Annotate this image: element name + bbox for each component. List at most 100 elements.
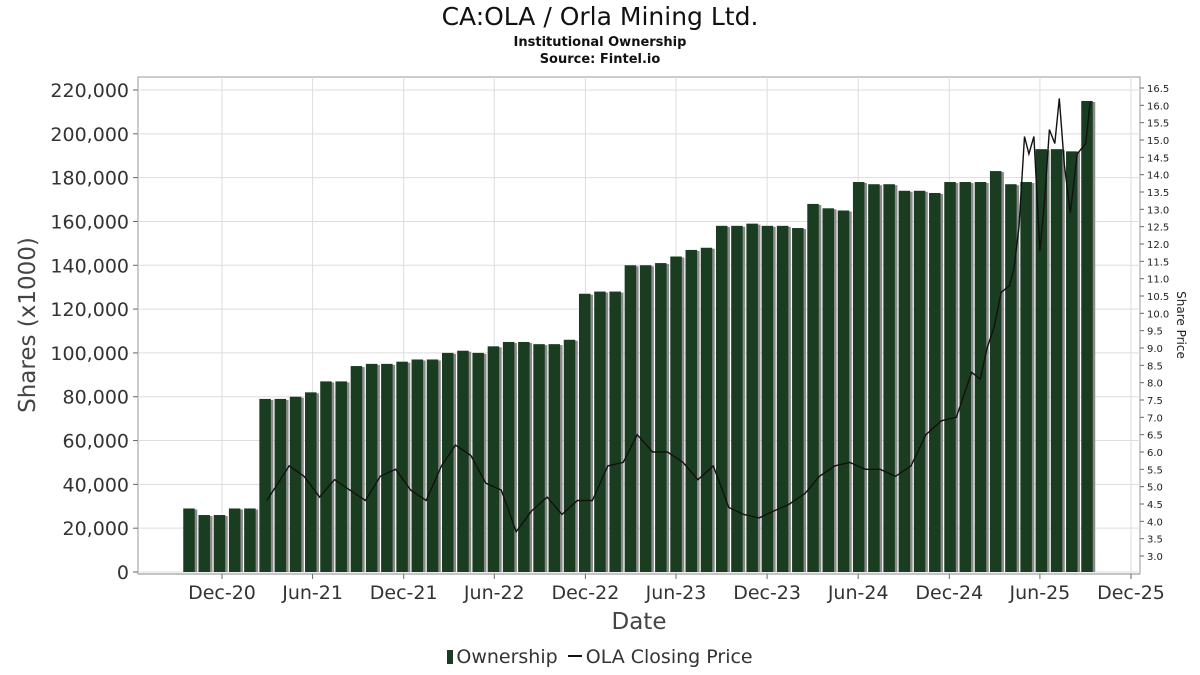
ownership-bar	[305, 392, 317, 572]
ownership-bar	[913, 190, 926, 573]
chart-subtitle: Institutional Ownership	[513, 35, 687, 50]
y2-tick-label: 14.0	[1147, 171, 1169, 182]
y-tick-label: 140,000	[50, 255, 129, 277]
x-tick-label: Dec-22	[551, 582, 619, 604]
ownership-bar	[228, 508, 241, 572]
x-axis-label: Date	[612, 609, 667, 635]
y-tick-label: 80,000	[63, 387, 129, 409]
x-tick-label: Jun-23	[645, 582, 707, 604]
legend-label-price: OLA Closing Price	[585, 646, 753, 668]
ownership-bar	[441, 352, 454, 572]
ownership-bar	[289, 396, 302, 572]
ownership-bar	[518, 341, 530, 572]
ownership-bar	[715, 225, 728, 572]
y2-tick-label: 11.5	[1147, 257, 1169, 268]
y2-tick-label: 5.0	[1147, 483, 1163, 494]
y-tick-label: 220,000	[50, 80, 129, 102]
legend: Ownership OLA Closing Price	[0, 646, 1200, 668]
y2-tick-label: 13.0	[1147, 205, 1169, 216]
ownership-bar	[700, 247, 713, 572]
ownership-bar	[609, 291, 621, 572]
ownership-bar	[1035, 149, 1048, 572]
ownership-bar	[989, 171, 1002, 572]
legend-label-ownership: Ownership	[456, 646, 558, 668]
ownership-bar	[198, 515, 210, 572]
x-tick-label: Jun-24	[827, 582, 889, 604]
ownership-bar	[792, 228, 804, 572]
ownership-bar	[533, 344, 545, 572]
y2-tick-label: 11.0	[1147, 275, 1169, 286]
ownership-bar	[335, 381, 347, 572]
ownership-bar	[365, 363, 378, 572]
ownership-bar	[396, 361, 408, 572]
axes: 0 20,000 40,000 60,000 80,000 100,000 120,000 1…	[50, 80, 1169, 604]
chart-title: CA:OLA / Orla Mining Ltd.	[441, 2, 759, 31]
ownership-bar	[837, 210, 850, 572]
y-tick-label: 160,000	[50, 211, 129, 233]
ownership-bar	[685, 249, 698, 572]
y-tick-label: 200,000	[50, 124, 129, 146]
y2-tick-label: 10.5	[1147, 292, 1169, 303]
ownership-bar	[487, 346, 500, 572]
price-line	[266, 98, 1091, 534]
y2-tick-label: 6.0	[1147, 448, 1163, 459]
ownership-bar	[1020, 182, 1032, 572]
y2-tick-label: 15.5	[1147, 119, 1169, 130]
ownership-swatch-icon	[447, 650, 454, 664]
ownership-bar	[883, 184, 895, 572]
y2-tick-label: 5.5	[1147, 465, 1163, 476]
ownership-bar	[761, 225, 774, 572]
y2-tick-label: 7.5	[1147, 396, 1163, 407]
y-tick-label: 100,000	[50, 343, 129, 365]
ownership-bar	[350, 366, 363, 572]
ownership-bars	[183, 100, 1096, 573]
legend-item-ownership: Ownership	[447, 646, 558, 668]
y-axis-label: Shares (x1000)	[15, 237, 41, 413]
ownership-bar	[959, 182, 971, 572]
y2-tick-label: 9.0	[1147, 344, 1163, 355]
y2-tick-label: 16.5	[1147, 84, 1169, 95]
ownership-bar	[578, 293, 591, 572]
ownership-bar	[944, 182, 956, 572]
ownership-bar	[457, 350, 469, 572]
y2-tick-label: 12.0	[1147, 240, 1169, 251]
ownership-bar	[852, 182, 865, 572]
y2-tick-label: 12.5	[1147, 223, 1169, 234]
y2-tick-label: 10.0	[1147, 309, 1169, 320]
y-tick-label: 40,000	[63, 474, 129, 496]
y-tick-label: 180,000	[50, 168, 129, 190]
y2-tick-label: 4.0	[1147, 517, 1163, 528]
ownership-bar	[746, 223, 758, 573]
y-tick-label: 60,000	[63, 431, 129, 453]
y2-tick-label: 13.5	[1147, 188, 1169, 199]
legend-item-price: OLA Closing Price	[567, 646, 753, 668]
y2-tick-label: 15.0	[1147, 136, 1169, 147]
ownership-bar	[1066, 151, 1078, 572]
ownership-bar	[411, 359, 424, 572]
y-tick-label: 120,000	[50, 299, 129, 321]
ownership-bar	[259, 398, 271, 572]
price-line-group	[266, 98, 1091, 534]
ownership-bar	[639, 265, 652, 572]
ownership-bar	[563, 339, 576, 572]
y-tick-label: 0	[117, 562, 129, 584]
y2-axis-label: Share Price	[1174, 291, 1188, 359]
x-tick-label: Dec-24	[915, 582, 983, 604]
y2-tick-label: 6.5	[1147, 431, 1163, 442]
ownership-bar	[731, 225, 743, 572]
x-tick-label: Dec-23	[733, 582, 801, 604]
x-tick-label: Jun-25	[1009, 582, 1071, 604]
chart-source: Source: Fintel.io	[539, 52, 661, 67]
ownership-bar	[1005, 184, 1017, 572]
y2-tick-label: 3.0	[1147, 552, 1163, 563]
y-tick-label: 20,000	[63, 518, 129, 540]
y2-tick-label: 4.5	[1147, 500, 1163, 511]
ownership-bar	[594, 291, 606, 572]
ownership-bar	[776, 225, 789, 572]
ownership-bar	[320, 381, 332, 572]
ownership-bar	[822, 208, 835, 573]
ownership-bar	[213, 515, 226, 572]
ownership-bar	[807, 203, 819, 572]
ownership-bar	[426, 359, 439, 572]
